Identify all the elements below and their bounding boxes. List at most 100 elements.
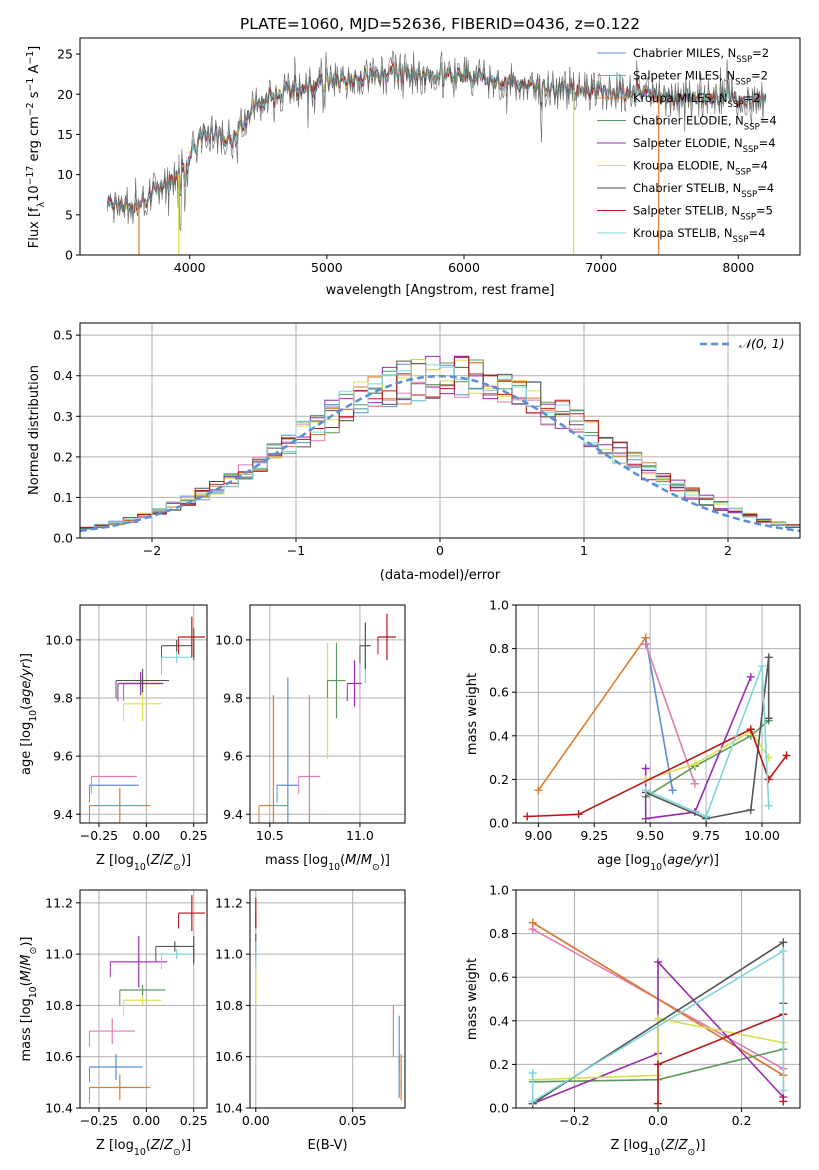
weight_vs_Z-line-kroupa_stelib-8 <box>531 949 785 1103</box>
spectrum-ytick-label: 15 <box>57 127 73 142</box>
age_vs_mass-xlabel: mass [log10(M/M⊙)] <box>265 853 390 873</box>
age_vs_Z-ylabel: age [log10(age/yr)] <box>19 653 39 775</box>
spectrum-ytick-label: 10 <box>57 167 73 182</box>
mass_vs_ebv-ytick-label: 10.6 <box>215 1049 243 1064</box>
weight_vs_age-marker-7-2 <box>746 725 755 734</box>
weight_vs_age-marker-7-3 <box>764 775 773 784</box>
weight_vs_age-ytick-label: 0.0 <box>489 816 509 831</box>
mass_vs_ebv-ytick-label: 10.8 <box>215 998 243 1013</box>
weight_vs_age-marker-7-4 <box>782 751 791 760</box>
spectrum-data-line <box>107 49 766 232</box>
age_vs_Z-point-6 <box>115 668 170 699</box>
weight_vs_age-ytick-label: 1.0 <box>489 598 509 613</box>
spectrum-xlabel: wavelength [Angstrom, rest frame] <box>326 283 555 298</box>
weight_vs_Z-marker-8-0 <box>528 1069 537 1078</box>
age_vs_Z-xtick-label: 0.00 <box>132 828 160 843</box>
spectrum-xtick-label: 7000 <box>585 260 617 275</box>
age_vs_mass-xtick-label: 11.0 <box>346 828 374 843</box>
age_vs_Z-point-2 <box>88 788 151 823</box>
weight_vs_Z-marker-8-1 <box>528 1097 537 1106</box>
weight_vs_age-marker-4-1 <box>641 814 650 823</box>
weight_vs_age-marker-8-0 <box>641 786 650 795</box>
residuals-xtick-label: −1 <box>287 543 305 558</box>
weight_vs_Z-xtick-label: −0.2 <box>559 1113 589 1128</box>
weight_vs_Z-marker-7-1 <box>654 1060 662 1069</box>
residuals-xtick-label: 2 <box>724 543 732 558</box>
age_vs_Z-axes: −0.25 0.00 0.25 9.4 9.6 9.8 10.0 Z [log10(Z/Z⊙)… <box>19 604 208 873</box>
age_vs_mass-ytick-label: 9.8 <box>223 691 243 706</box>
weight_vs_age-marker-6-3 <box>764 653 773 662</box>
weight_vs_age-marker-4-0 <box>641 764 650 773</box>
residuals-ylabel: Normed distribution <box>27 365 42 495</box>
mass_vs_Z-ytick-label: 11.0 <box>45 947 73 962</box>
weight_vs_age-marker-6-2 <box>746 805 755 814</box>
residuals-ytick-label: 0.1 <box>53 490 73 505</box>
spectrum-legend-label-8: Kroupa STELIB, NSSP=4 <box>633 226 765 245</box>
mass_vs_Z-point-4 <box>119 984 166 1006</box>
weight_vs_age-marker-8-3 <box>764 801 773 810</box>
residuals-plot-area <box>80 355 800 533</box>
mass_vs_ebv-ytick-label: 11.2 <box>215 895 243 910</box>
age_vs_mass-plot-area <box>258 613 396 823</box>
weight_vs_age-line-chabrier_miles-0 <box>644 637 674 791</box>
mass_vs_Z-ytick-label: 10.4 <box>45 1101 73 1116</box>
residuals-hist-salpeter_stelib <box>80 356 800 528</box>
spectrum-legend-label-6: Chabrier STELIB, NSSP=4 <box>633 181 774 200</box>
age_vs_mass-ytick-label: 9.6 <box>223 749 243 764</box>
plots-layer: 4000 5000 6000 7000 80000510152025wavelength… <box>19 37 801 1158</box>
weight_vs_age-marker-0-1 <box>668 786 677 795</box>
weight_vs_Z-line-kroupa_elodie-5 <box>532 1017 784 1081</box>
age_vs_mass-point-2 <box>298 695 321 823</box>
age_vs_mass-point-8 <box>377 613 396 661</box>
mass_vs_ebv-plot-area <box>255 897 402 1101</box>
mass_vs_Z-xtick-label: 0.00 <box>132 1113 160 1128</box>
spectrum-ytick-label: 5 <box>65 207 73 222</box>
age_vs_mass-ytick-label: 10.0 <box>215 632 243 647</box>
weight_vs_age-marker-8-1 <box>702 812 711 821</box>
weight_vs_age-line-kroupa_miles-2 <box>537 637 647 791</box>
weight_vs_Z-marker-6-1 <box>779 938 788 947</box>
age_vs_Z-frame <box>79 604 208 824</box>
weight_vs_Z-ytick-label: 1.0 <box>489 883 509 898</box>
age_vs_Z-point-9 <box>178 616 206 658</box>
weight_vs_Z-line-salpeter_elodie-4 <box>532 959 784 1105</box>
mass_vs_ebv-xlabel: E(B-V) <box>307 1138 347 1153</box>
residuals-ytick-label: 0.4 <box>53 368 73 383</box>
weight_vs_Z-plot-area <box>528 918 788 1108</box>
mass_vs_Z-point-6 <box>161 948 192 970</box>
residuals-ytick-label: 0.5 <box>53 328 73 343</box>
mass_vs_ebv-xtick-label: 0.00 <box>242 1113 270 1128</box>
age_vs_mass-point-1 <box>276 677 299 823</box>
residuals-xtick-label: 0 <box>436 543 444 558</box>
spectrum-xtick-label: 4000 <box>174 260 206 275</box>
residuals-legend: 𝒩(0, 1) <box>700 336 785 351</box>
spectrum-ytick-label: 0 <box>65 248 73 263</box>
residuals-xlabel: (data-model)/error <box>380 568 501 583</box>
weight_vs_age-plot-area <box>523 633 791 823</box>
mass_vs_Z-point-3 <box>123 995 162 1016</box>
spectrum-legend-label-7: Salpeter STELIB, NSSP=5 <box>633 204 773 223</box>
mass_vs_ebv-axes: 0.00 0.05 10.4 10.6 10.8 11.0 11.2 E(B-V) <box>215 889 406 1153</box>
weight_vs_Z-ytick-label: 0.6 <box>489 970 509 985</box>
weight_vs_age-xtick-label: 9.00 <box>524 828 552 843</box>
weight_vs_Z-ytick-label: 0.4 <box>489 1013 509 1028</box>
mass_vs_Z-ylabel: mass [log10(M/M⊙)] <box>19 937 39 1062</box>
weight_vs_age-ytick-label: 0.8 <box>489 641 509 656</box>
weight_vs_Z-marker-2-0 <box>528 918 537 927</box>
age_vs_Z-plot-area <box>88 616 206 823</box>
age_vs_Z-point-4 <box>117 671 164 701</box>
weight_vs_age-ylabel: mass weight <box>465 673 480 755</box>
age_vs_mass-frame <box>249 604 406 824</box>
weight_vs_Z-axes: −0.2 0.0 0.2 0.0 0.2 0.4 0.6 0.8 1.0 Z [log10(Z/Z… <box>465 883 801 1158</box>
mass_vs_Z-point-2 <box>88 1018 135 1047</box>
mass_vs_Z-point-0 <box>88 1074 151 1103</box>
weight_vs_age-line-kroupa_elodie-5 <box>645 730 770 781</box>
spectrum-plot-area <box>106 49 767 255</box>
age_vs_mass-point-7 <box>359 622 371 669</box>
mass_vs_ebv-xtick-label: 0.05 <box>339 1113 367 1128</box>
mass_vs_Z-point-7 <box>155 941 194 962</box>
spectrum-legend-label-4: Salpeter ELODIE, NSSP=4 <box>633 136 776 155</box>
age_vs_Z-ytick-label: 9.8 <box>53 691 73 706</box>
age_vs_Z-ytick-label: 10.0 <box>45 632 73 647</box>
weight_vs_Z-marker-7-3 <box>779 1097 788 1106</box>
